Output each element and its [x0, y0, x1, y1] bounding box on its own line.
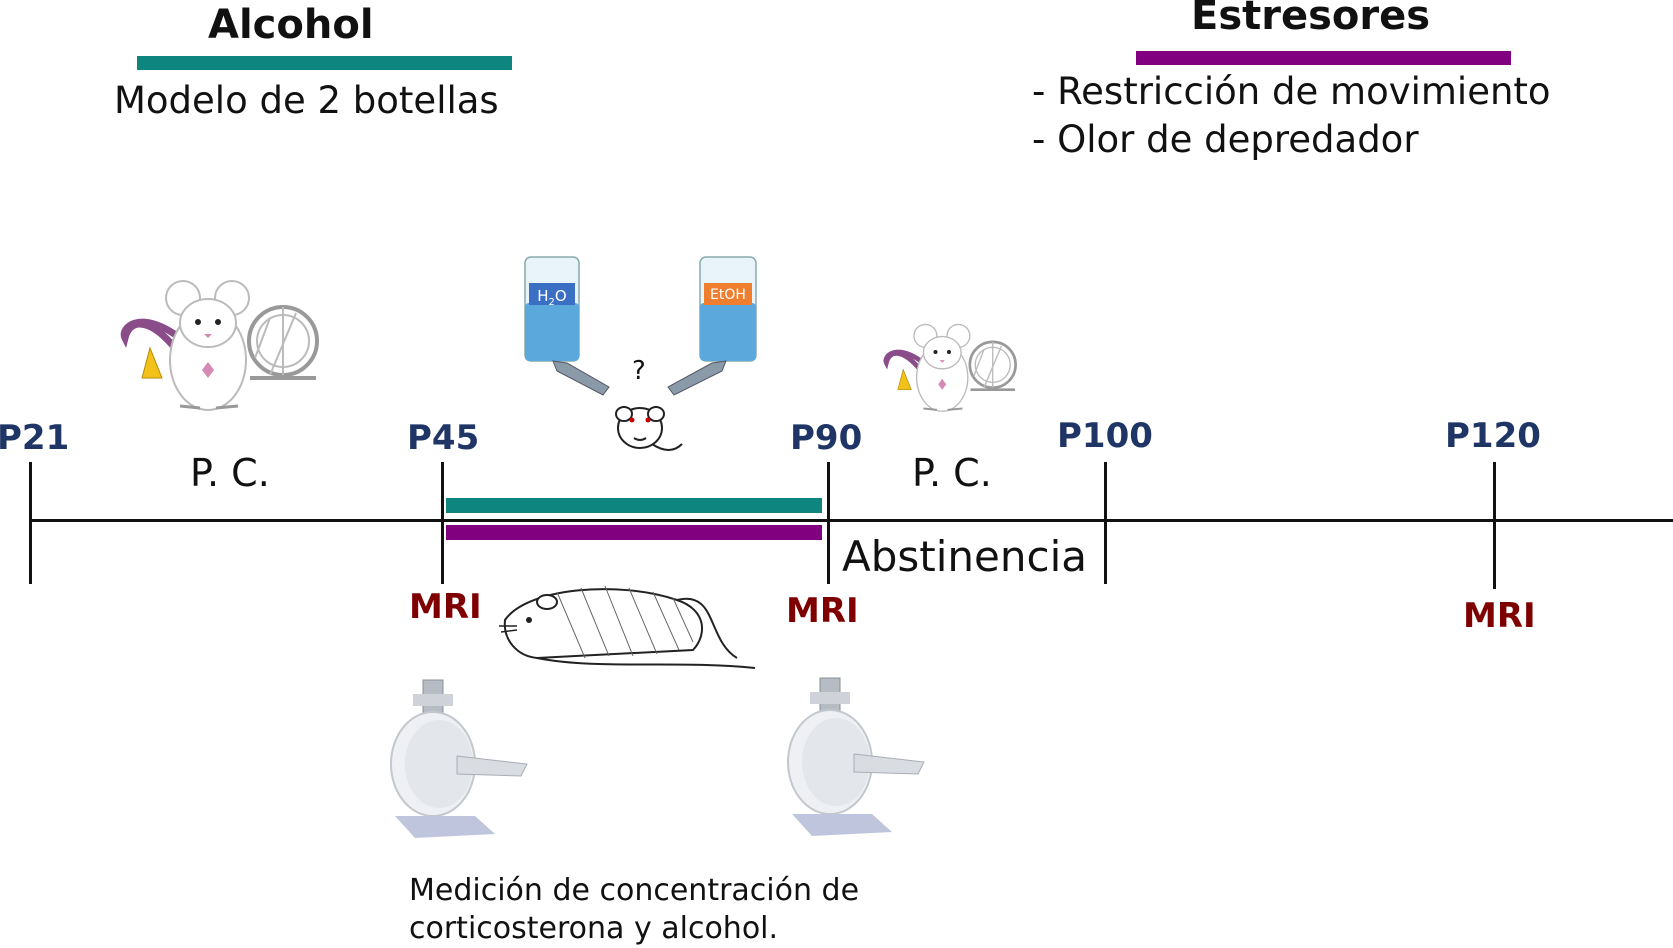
tick-mark-p90	[827, 462, 830, 584]
bottle-icon	[524, 256, 610, 396]
bottle-icon	[667, 256, 757, 396]
mouse-with-wheel-icon	[120, 280, 319, 411]
mri-scanner-icon	[390, 679, 528, 838]
alcohol-legend-title: Alcohol	[208, 2, 374, 48]
choice-question-mark: ?	[632, 356, 646, 386]
mri-label-p45: MRI	[409, 587, 482, 627]
mouse-face-icon	[615, 406, 683, 451]
stressor-item-predator-odor: - Olor de depredador	[1032, 118, 1419, 161]
stressor-item-restraint: - Restricción de movimiento	[1032, 70, 1551, 113]
alcohol-exposure-bar	[446, 498, 822, 513]
ethanol-bottle: EtOH	[660, 255, 760, 405]
mouse-with-wheel-small-icon	[883, 323, 1017, 412]
tick-label-p45: P45	[407, 418, 480, 458]
phase-label-pc-first: P. C.	[190, 451, 270, 495]
tick-label-p120: P120	[1445, 416, 1541, 456]
water-bottle-label: H2O	[537, 287, 567, 308]
restrained-mouse-icon	[499, 585, 756, 669]
stressors-legend-bar	[1136, 51, 1511, 65]
tick-label-p21: P21	[0, 418, 70, 458]
tick-mark-p100	[1104, 462, 1107, 584]
timeline-axis	[30, 519, 1673, 522]
tick-mark-p120	[1493, 462, 1496, 589]
phase-label-withdrawal: Abstinencia	[842, 532, 1087, 581]
tick-mark-p21	[29, 462, 32, 584]
mri-label-p90: MRI	[786, 591, 859, 631]
stressors-legend-title: Estresores	[1191, 0, 1431, 39]
measurement-note: Medición de concentración de corticoster…	[409, 872, 859, 948]
stress-exposure-bar	[446, 525, 822, 540]
tick-label-p90: P90	[790, 418, 863, 458]
measurement-note-line1: Medición de concentración de	[409, 873, 860, 908]
alcohol-legend-description: Modelo de 2 botellas	[114, 79, 499, 122]
phase-label-pc-second: P. C.	[912, 451, 992, 495]
water-bottle: H2O	[523, 255, 613, 405]
measurement-note-line2: corticosterona y alcohol.	[409, 911, 779, 946]
tick-mark-p45	[441, 462, 444, 584]
alcohol-legend-bar	[137, 56, 512, 70]
mri-label-p120: MRI	[1463, 596, 1536, 636]
tick-label-p100: P100	[1057, 416, 1153, 456]
ethanol-bottle-label: EtOH	[710, 287, 746, 303]
mri-scanner-icon	[787, 677, 925, 836]
